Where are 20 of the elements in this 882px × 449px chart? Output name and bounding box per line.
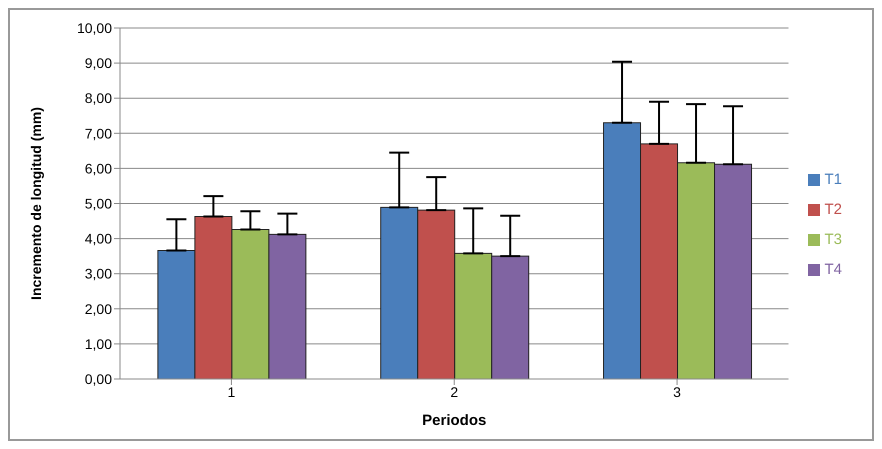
y-axis-title: Incremento de longitud (mm): [28, 107, 44, 300]
x-tick-label: 2: [450, 384, 458, 400]
y-tick-label: 0,00: [84, 370, 112, 387]
y-tick-label: 9,00: [84, 55, 112, 72]
y-tick-label: 6,00: [84, 160, 112, 176]
y-tick-label: 1,00: [84, 336, 112, 352]
y-tick-label: 3,00: [84, 266, 112, 282]
y-tick-label: 8,00: [84, 90, 112, 106]
y-tick-label: 7,00: [84, 125, 112, 142]
y-tick-label: 10,00: [76, 20, 112, 36]
x-tick-label: 3: [673, 384, 682, 400]
y-tick-label: 5,00: [84, 195, 112, 212]
legend-label: T2: [824, 200, 842, 218]
legend-label: T1: [824, 170, 842, 188]
legend-label: T3: [824, 230, 842, 248]
x-axis-title: Periodos: [422, 412, 486, 429]
y-tick-label: 2,00: [84, 300, 112, 317]
legend-label: T4: [824, 260, 842, 278]
x-tick-label: 1: [228, 384, 236, 400]
y-tick-label: 4,00: [84, 230, 112, 247]
